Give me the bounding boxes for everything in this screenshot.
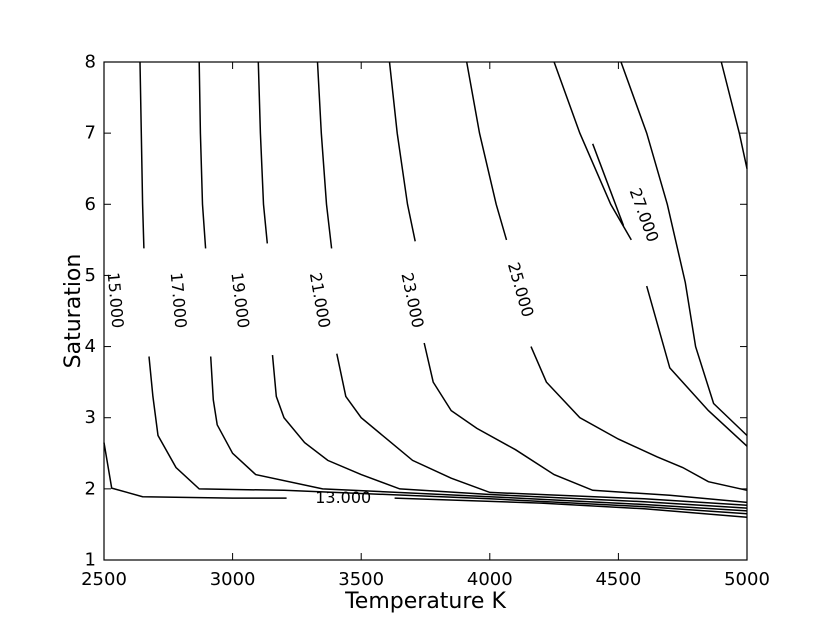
contour-line-3-segment-0: [257, 61, 269, 244]
plot-frame: [103, 61, 748, 561]
x-tick-label-0: 2500: [81, 569, 127, 590]
x-tick-label-3: 4000: [467, 569, 513, 590]
contour-line-4-segment-1: [336, 353, 748, 506]
contour-label-2: 17.000: [167, 272, 191, 329]
contour-line-4-segment-0: [316, 61, 333, 249]
y-tick-label-0: 1: [85, 550, 96, 571]
y-tick-label-1: 2: [85, 478, 96, 499]
contour-line-0-segment-0: [103, 442, 287, 499]
contour-line-5-segment-1: [423, 342, 748, 504]
contour-line-6-segment-1: [530, 346, 748, 492]
contour-line-2-segment-0: [198, 61, 207, 249]
x-tick-label-4: 4500: [595, 569, 641, 590]
y-tick-label-7: 8: [85, 52, 96, 73]
contour-line-3-segment-1: [271, 355, 748, 509]
y-tick-label-6: 7: [85, 123, 96, 144]
y-tick-label-4: 5: [85, 265, 96, 286]
contour-label-1: 15.000: [104, 272, 128, 329]
contour-line-8-segment-0: [620, 61, 748, 437]
x-axis-label: Temperature K: [344, 589, 506, 614]
contour-line-7-segment-2: [645, 285, 748, 447]
contour-line-5-segment-0: [388, 61, 416, 242]
contour-line-1-segment-0: [139, 61, 145, 249]
contour-line-1-segment-1: [148, 356, 748, 515]
x-tick-label-5: 5000: [724, 569, 770, 590]
contour-line-2-segment-1: [209, 356, 748, 512]
contour-label-0: 13.000: [315, 488, 371, 507]
y-tick-label-3: 4: [85, 336, 96, 357]
x-tick-label-1: 3000: [210, 569, 256, 590]
contour-layer: [103, 61, 748, 519]
contour-line-7-segment-0: [553, 61, 632, 241]
contour-line-7-segment-1: [591, 143, 625, 226]
contour-line-6-segment-0: [465, 61, 508, 241]
tick-layer: 2500 3000 3500 4000 4500 5000 1 2 3 4 5 6 7 8: [81, 52, 770, 591]
contour-line-9-segment-0: [720, 61, 748, 169]
x-tick-label-2: 3500: [338, 569, 384, 590]
contour-line-0-segment-1: [394, 497, 748, 519]
y-tick-label-2: 3: [85, 407, 96, 428]
y-axis-label: Saturation: [61, 254, 86, 369]
y-tick-label-5: 6: [85, 194, 96, 215]
